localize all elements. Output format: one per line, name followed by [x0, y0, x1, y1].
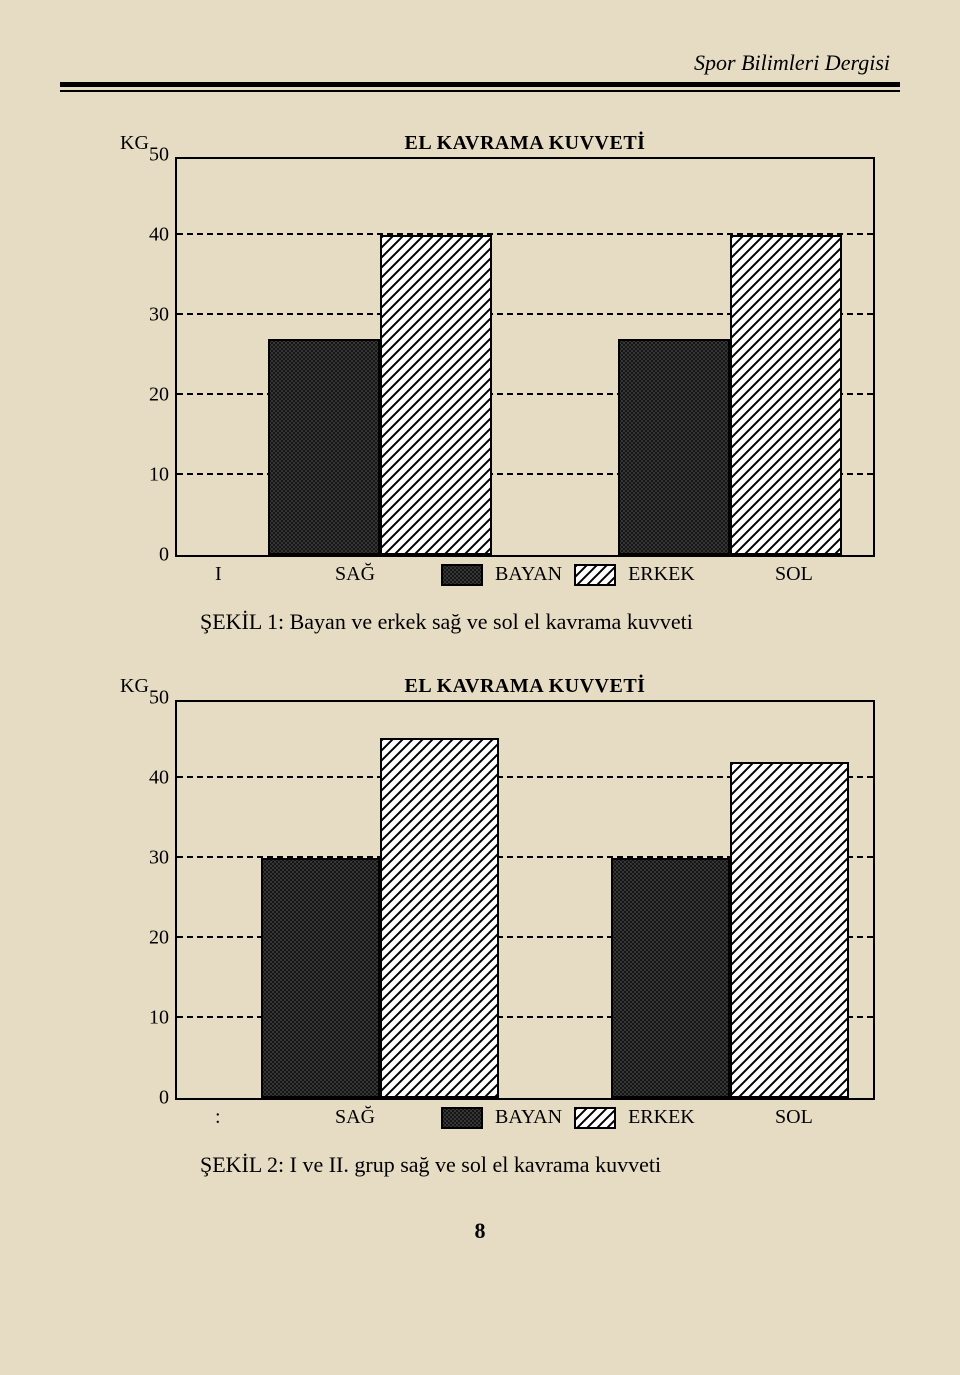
legend-label: ERKEK: [628, 563, 695, 586]
y-tick-label: 20: [149, 927, 177, 950]
bar-bayan: [618, 339, 730, 555]
chart-title-row: KGEL KAVRAMA KUVVETİ: [120, 675, 870, 698]
chart-block: KGEL KAVRAMA KUVVETİ01020304050 I SAĞ BAYAN…: [120, 132, 870, 635]
figure-caption: ŞEKİL 2: I ve II. grup sağ ve sol el kav…: [200, 1152, 870, 1178]
x-axis-row: I SAĞ BAYAN ERKEK SOL: [175, 557, 875, 595]
bar-bayan: [261, 858, 380, 1098]
y-tick-label: 10: [149, 464, 177, 487]
legend-label: ERKEK: [628, 1106, 695, 1129]
y-tick-label: 50: [149, 144, 177, 167]
page-number: 8: [60, 1218, 900, 1244]
charts-host: KGEL KAVRAMA KUVVETİ01020304050ISAĞBAYAN…: [60, 132, 900, 1178]
x-pre-label: I: [215, 563, 222, 586]
bar-bayan: [611, 858, 730, 1098]
header-rule: [60, 82, 900, 92]
y-tick-label: 40: [149, 767, 177, 790]
chart-title: EL KAVRAMA KUVVETİ: [180, 675, 870, 698]
plot-area: 01020304050: [175, 700, 875, 1100]
x-axis-row: : SAĞ BAYAN ERKEK SOL: [175, 1100, 875, 1138]
plot-area: 01020304050: [175, 157, 875, 557]
legend: BAYAN ERKEK: [441, 563, 695, 586]
y-tick-label: 40: [149, 224, 177, 247]
journal-title: Spor Bilimleri Dergisi: [60, 50, 900, 76]
y-tick-label: 30: [149, 304, 177, 327]
legend-label: BAYAN: [495, 1106, 562, 1129]
bar-erkek: [730, 235, 842, 555]
x-group-label: SOL: [775, 563, 813, 586]
chart-frame: 01020304050: [175, 157, 870, 557]
chart-title-row: KGEL KAVRAMA KUVVETİ: [120, 132, 870, 155]
figure-caption: ŞEKİL 1: Bayan ve erkek sağ ve sol el ka…: [200, 609, 870, 635]
chart-block: KGEL KAVRAMA KUVVETİ01020304050: SAĞ BAYAN…: [120, 675, 870, 1178]
x-group-label: SAĞ: [335, 563, 375, 586]
legend-swatch: [574, 1107, 616, 1129]
y-tick-label: 30: [149, 847, 177, 870]
y-tick-label: 10: [149, 1007, 177, 1030]
legend-swatch: [574, 564, 616, 586]
x-group-label: SOL: [775, 1106, 813, 1129]
page: Spor Bilimleri Dergisi KGEL KAVRAMA KUVV…: [0, 0, 960, 1375]
legend-label: BAYAN: [495, 563, 562, 586]
bar-bayan: [268, 339, 380, 555]
legend-swatch: [441, 564, 483, 586]
legend: BAYAN ERKEK: [441, 1106, 695, 1129]
chart-title: EL KAVRAMA KUVVETİ: [180, 132, 870, 155]
bar-erkek: [380, 235, 492, 555]
legend-swatch: [441, 1107, 483, 1129]
bar-erkek: [380, 738, 499, 1098]
bar-erkek: [730, 762, 849, 1098]
y-tick-label: 50: [149, 687, 177, 710]
chart-frame: 01020304050: [175, 700, 870, 1100]
x-group-label: SAĞ: [335, 1106, 375, 1129]
x-pre-label: :: [215, 1106, 221, 1129]
y-tick-label: 20: [149, 384, 177, 407]
